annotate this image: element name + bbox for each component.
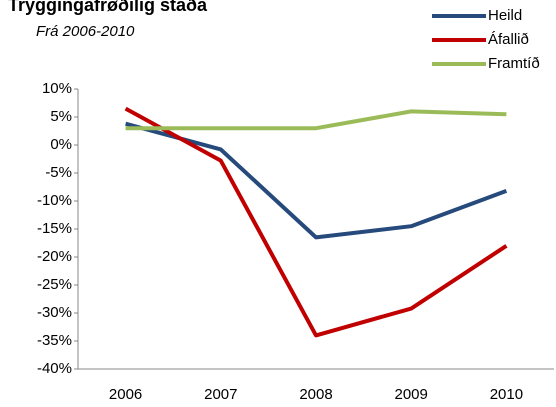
y-tick-label: 0% [50,136,72,153]
series-line [125,109,507,131]
chart-title: Tryggingafrøðilig staða [8,0,208,15]
series-line [124,106,508,338]
y-tick-label: -30% [37,304,72,321]
y-tick-label: -10% [37,192,72,209]
y-tick-label: -40% [37,360,72,377]
x-tick-label: 2008 [299,386,332,403]
y-tick-label: -5% [45,164,72,181]
legend-label: Heild [488,7,522,24]
y-tick-label: 10% [42,80,72,97]
y-tick-label: -35% [37,332,72,349]
legend-label: Áfallið [488,31,529,48]
y-tick-label: -15% [37,220,72,237]
x-tick-label: 2006 [109,386,142,403]
x-tick-label: 2009 [395,386,428,403]
y-tick-label: -20% [37,248,72,265]
x-tick-label: 2010 [490,386,523,403]
chart-subtitle: Frá 2006-2010 [36,23,135,40]
y-tick-label: -25% [37,276,72,293]
y-tick-label: 5% [50,108,72,125]
x-tick-label: 2007 [204,386,237,403]
series-line [125,121,508,240]
legend-label: Framtíð [488,55,540,72]
